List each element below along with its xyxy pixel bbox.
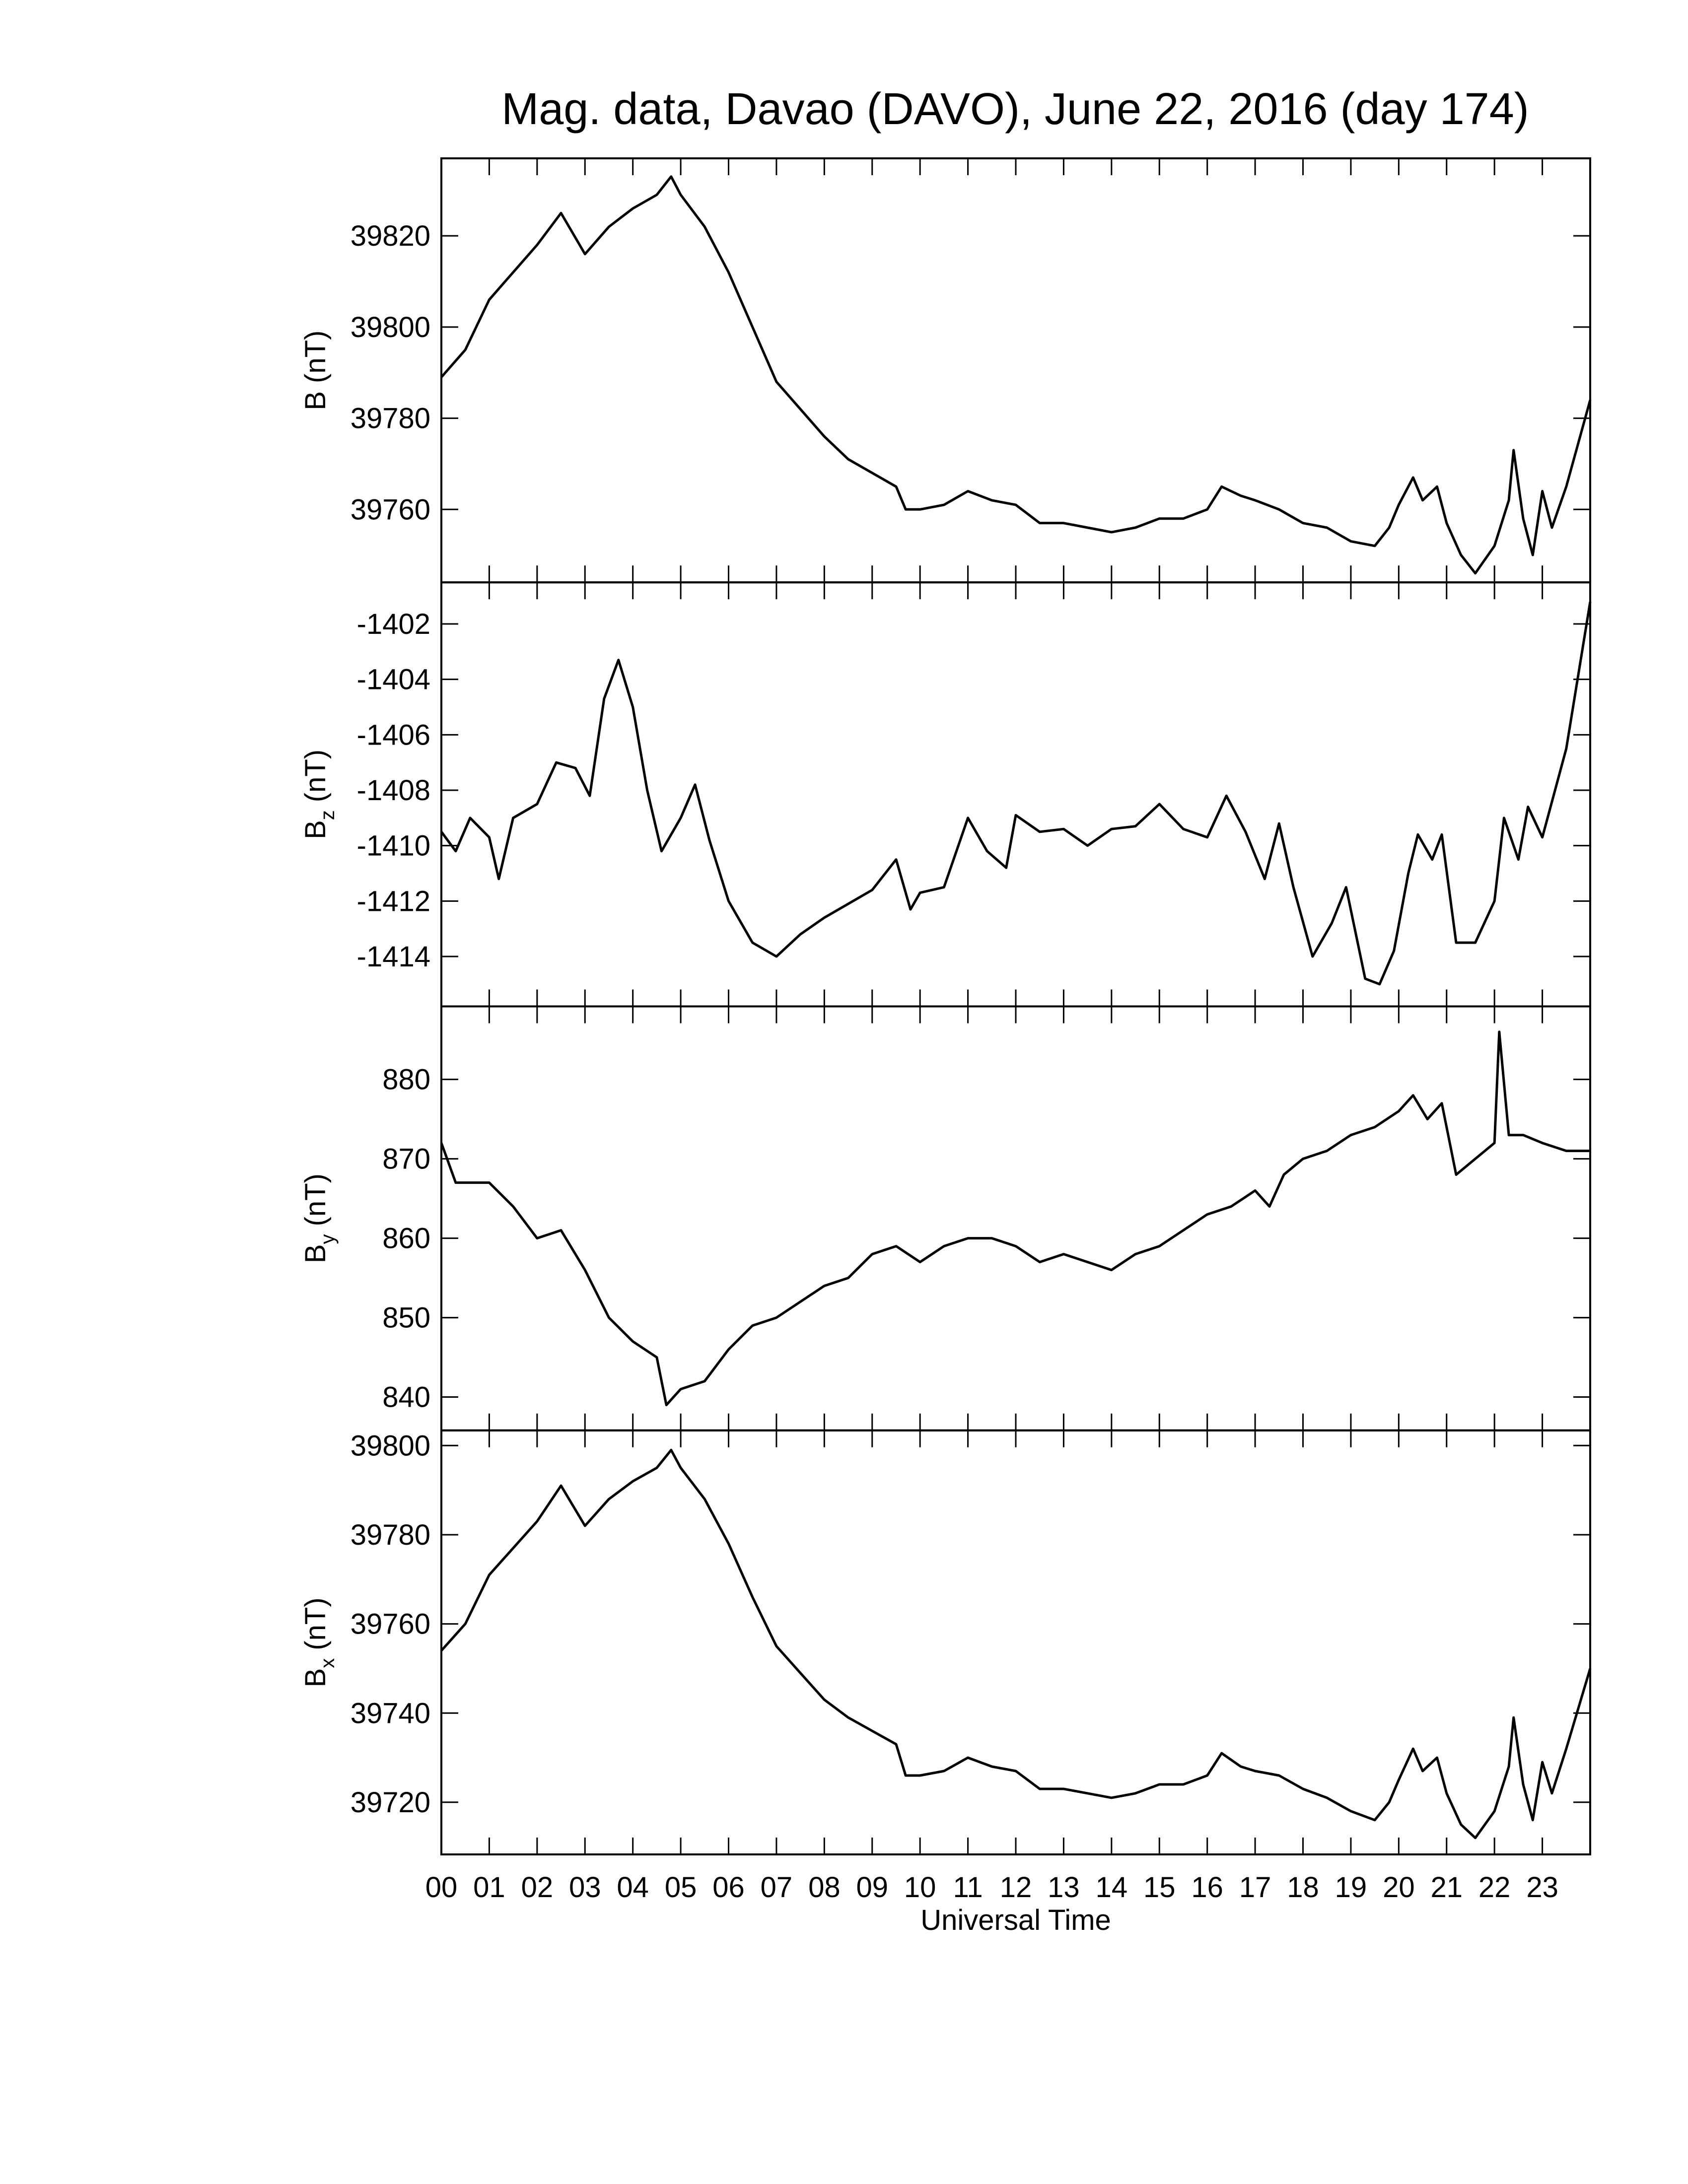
x-tick-label: 17 [1239,1871,1271,1904]
y-tick-label: 860 [382,1223,430,1255]
y-label-main: B [299,820,332,839]
x-tick-label: 16 [1191,1871,1223,1904]
plot-frame [440,581,1591,1008]
y-tick-label: -1408 [357,774,430,807]
x-tick-label: 22 [1478,1871,1511,1904]
y-tick-label: 39780 [351,403,430,435]
y-label-sub: x [317,1658,339,1668]
y-label-unit: (nT) [299,1597,332,1650]
y-tick-label: -1406 [357,719,430,751]
data-line [440,1030,1590,1407]
y-tick-label: -1402 [357,608,430,640]
x-tick-label: 01 [473,1871,505,1904]
x-tick-label: 02 [521,1871,554,1904]
data-line [440,601,1592,986]
y-tick-label: -1412 [357,885,430,917]
y-label-unit: (nT) [299,331,332,383]
y-label-unit: (nT) [299,750,332,802]
x-tick-label: 07 [761,1871,793,1904]
y-tick-label: -1404 [357,664,430,696]
x-tick-label: 04 [617,1871,649,1904]
y-tick-label: 870 [382,1143,430,1175]
y-tick-label: 39780 [351,1519,430,1551]
y-tick-label: 39760 [351,493,430,526]
x-tick-label: 11 [953,1871,983,1904]
data-line [440,1448,1592,1840]
y-axis-label: By (nT) [299,1173,339,1263]
x-tick-label: 20 [1383,1871,1415,1904]
y-label-main: B [299,391,332,410]
x-tick-label: 09 [856,1871,888,1904]
y-tick-label: -1410 [357,830,430,862]
y-tick-label: 840 [382,1381,430,1414]
y-label-main: B [299,1244,332,1263]
chart-title: Mag. data, Davao (DAVO), June 22, 2016 (… [501,84,1529,134]
x-tick-label: 05 [665,1871,697,1904]
y-axis-label: Bz (nT) [299,750,339,839]
x-tick-label: 00 [425,1871,458,1904]
y-axis-label: B (nT) [299,331,332,410]
y-label-sub: y [317,1234,339,1244]
x-tick-label: 10 [904,1871,936,1904]
x-tick-label: 13 [1048,1871,1080,1904]
data-line [440,175,1592,575]
x-axis-label: Universal Time [920,1904,1111,1936]
y-tick-label: 39800 [351,1430,430,1462]
y-tick-label: 850 [382,1302,430,1334]
plot-frame [440,1429,1591,1855]
y-tick-label: 39760 [351,1608,430,1640]
x-tick-label: 15 [1143,1871,1176,1904]
x-tick-label: 06 [712,1871,745,1904]
y-label-unit: (nT) [299,1173,332,1226]
y-label-main: B [299,1668,332,1688]
y-axis-label: Bx (nT) [299,1597,339,1687]
x-tick-label: 23 [1526,1871,1558,1904]
x-tick-label: 18 [1287,1871,1319,1904]
x-tick-label: 12 [1000,1871,1032,1904]
x-tick-label: 21 [1430,1871,1463,1904]
x-tick-label: 14 [1096,1871,1128,1904]
x-tick-label: 19 [1335,1871,1367,1904]
y-tick-label: 39720 [351,1786,430,1819]
x-tick-label: 03 [569,1871,601,1904]
x-tick-label: 08 [808,1871,841,1904]
plot-frame [440,1005,1591,1432]
y-tick-label: 39800 [351,311,430,343]
y-tick-label: 880 [382,1064,430,1096]
y-tick-label: 39820 [351,220,430,252]
y-tick-label: 39740 [351,1697,430,1729]
y-label-sub: z [317,810,339,820]
y-tick-label: -1414 [357,941,430,973]
